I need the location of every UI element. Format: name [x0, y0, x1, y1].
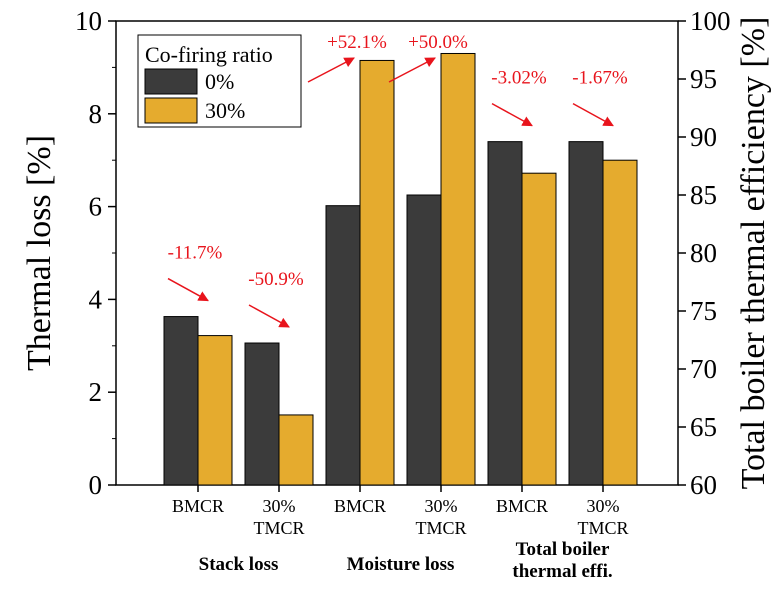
y-right-tick-label: 85 — [690, 180, 717, 210]
x-group-label: thermal effi. — [512, 561, 612, 582]
y-right-tick-label: 70 — [690, 354, 717, 384]
x-tick-label: TMCR — [253, 518, 304, 538]
y-right-tick-label: 90 — [690, 122, 717, 152]
annotation-label: +50.0% — [408, 32, 468, 53]
bar-series-1 — [359, 59, 395, 486]
annotation-label: +52.1% — [327, 32, 387, 53]
annotation-arrow — [248, 304, 290, 328]
legend-label-0: 0% — [205, 69, 234, 94]
x-tick-label: BMCR — [496, 496, 548, 516]
annotation-label: -1.67% — [572, 68, 628, 89]
x-tick-label: TMCR — [577, 518, 628, 538]
legend-swatch-0 — [144, 68, 198, 95]
y-tick-label: 6 — [89, 192, 103, 222]
x-group-label: Stack loss — [199, 554, 279, 575]
annotation-arrow — [388, 57, 436, 83]
bar-series-1 — [278, 414, 314, 486]
bar-series-1 — [197, 335, 233, 486]
legend-title: Co-firing ratio — [145, 42, 273, 67]
x-tick-label: 30% — [263, 496, 296, 516]
bar-series-0 — [244, 342, 280, 486]
bar-series-1 — [521, 172, 557, 486]
y-right-tick-label: 65 — [690, 412, 717, 442]
legend-swatch-1 — [144, 97, 198, 124]
legend: Co-firing ratio 0% 30% — [137, 34, 302, 128]
y-tick-label: 2 — [89, 377, 103, 407]
y-right-tick-label: 100 — [690, 6, 731, 36]
y-right-tick-label: 60 — [690, 470, 717, 500]
legend-label-1: 30% — [205, 98, 245, 123]
y-right-tick-label: 95 — [690, 64, 717, 94]
annotation-label: -11.7% — [168, 243, 223, 264]
annotation-arrow — [167, 277, 209, 302]
x-tick-label: BMCR — [334, 496, 386, 516]
annotation-arrow — [491, 102, 533, 127]
y-axis-title: Thermal loss [%] — [21, 135, 58, 371]
bar-series-1 — [602, 159, 638, 486]
annotation-label: -3.02% — [491, 68, 547, 89]
y-axis-right-title: Total boiler thermal efficiency [%] — [735, 17, 772, 490]
bar-series-0 — [406, 194, 442, 486]
x-group-label: Moisture loss — [347, 554, 455, 575]
bar-series-0 — [163, 316, 199, 486]
x-tick-label: 30% — [425, 496, 458, 516]
y-tick-label: 4 — [89, 284, 103, 314]
annotation-arrow — [307, 57, 355, 83]
x-group-label: Total boiler — [516, 539, 610, 560]
y-right-tick-label: 75 — [690, 296, 717, 326]
annotation-arrow — [572, 102, 614, 127]
bar-series-0 — [325, 205, 361, 486]
y-tick-label: 8 — [89, 99, 103, 129]
x-tick-label: TMCR — [415, 518, 466, 538]
bar-series-1 — [440, 52, 476, 486]
x-tick-label: BMCR — [172, 496, 224, 516]
bar-series-0 — [487, 141, 523, 486]
y-tick-label: 0 — [89, 470, 103, 500]
x-tick-label: 30% — [587, 496, 620, 516]
bar-series-0 — [568, 141, 604, 486]
annotation-label: -50.9% — [248, 269, 304, 290]
y-right-tick-label: 80 — [690, 238, 717, 268]
y-tick-label: 10 — [75, 6, 102, 36]
